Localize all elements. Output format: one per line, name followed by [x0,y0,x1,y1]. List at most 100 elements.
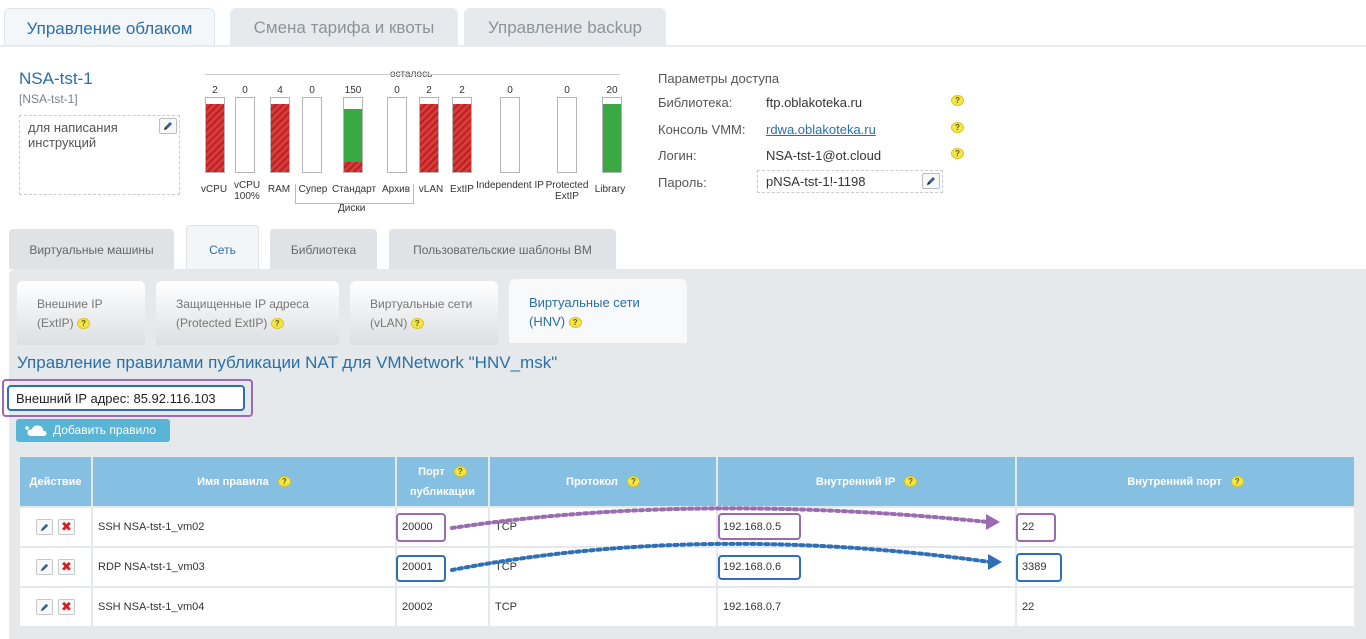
subtab-label: (ExtIP) [37,316,74,330]
library-value: ftp.oblakoteka.ru [766,95,863,110]
instructions-placeholder: для написания инструкций [28,120,118,150]
quota-value: 4 [277,85,283,96]
col-label: публикации [410,485,475,498]
edit-rule-button[interactable] [36,519,53,535]
table-header-row: Действие Имя правила ? Порт ? публикации… [20,457,1354,506]
help-icon[interactable]: ? [904,476,918,488]
pub-port-cell: 20002 [397,588,488,626]
cloud-add-icon [25,425,47,436]
help-icon[interactable]: ? [410,318,424,330]
rule-name-cell: SSH NSA-tst-1_vm04 [93,588,395,626]
quota-bar-fill [603,103,621,172]
edit-note-button[interactable] [159,118,177,134]
quota-value: 0 [242,85,248,96]
help-icon[interactable]: ? [270,318,284,330]
instructions-note[interactable]: для написания инструкций [19,115,180,195]
quota-bar-track [343,97,363,173]
quota-label: Independent IP [476,180,544,191]
arrow-path-blue [450,541,992,572]
login-label: Логин: [658,148,697,163]
quota-value: 0 [564,85,570,96]
col-internal-ip[interactable]: Внутренний IP ? [718,457,1015,506]
col-rule-name[interactable]: Имя правила ? [93,457,395,506]
tab-cloud-management[interactable]: Управление облаком [4,8,215,46]
quota-bar: 0 [302,85,322,173]
help-icon[interactable]: ? [951,148,964,159]
vmm-console-link[interactable]: rdwa.oblakoteka.ru [766,122,876,137]
quota-bar-track [500,97,520,173]
help-icon[interactable]: ? [951,122,964,133]
quota-bar-fill [453,103,471,172]
tab-tariff-quotas[interactable]: Смена тарифа и квоты [230,8,458,46]
external-ip-highlight [2,379,253,417]
nat-rules-table: Действие Имя правила ? Порт ? публикации… [18,455,1356,628]
quota-label: Архив [381,184,411,195]
tab-virtual-machines[interactable]: Виртуальные машины [9,229,174,269]
tab-network[interactable]: Сеть [186,225,259,270]
add-rule-label: Добавить правило [53,423,157,437]
pencil-icon [40,563,49,572]
quota-bar: 150 [343,85,363,173]
quota-bar: 2 [205,85,225,173]
tab-library[interactable]: Библиотека [270,229,377,269]
tab-backup-management[interactable]: Управление backup [464,8,666,46]
rule-name-cell: RDP NSA-tst-1_vm03 [93,548,395,586]
password-field[interactable]: pNSA-tst-1!-1198 [757,170,943,193]
col-label: Имя правила [197,475,269,488]
help-icon[interactable]: ? [453,466,467,478]
col-label: Внутренний IP [815,475,896,488]
help-icon[interactable]: ? [568,317,582,329]
edit-rule-button[interactable] [36,559,53,575]
row-actions: ✖ [20,548,91,586]
quota-bar-fill [206,103,224,172]
quota-label: vLAN [418,184,444,195]
nat-rules-title: Управление правилами публикации NAT для … [17,353,558,372]
help-icon[interactable]: ? [77,318,91,330]
quota-value: 0 [309,85,315,96]
delete-rule-button[interactable]: ✖ [58,559,75,575]
vmm-console-label: Консоль VMM: [658,122,746,137]
edit-password-button[interactable] [922,173,940,189]
internal-port-cell: 22 [1017,588,1354,626]
subtab-label: (HNV) [529,314,566,329]
subtab-vlan[interactable]: Виртуальные сети (vLAN) ? [350,281,498,345]
edit-rule-button[interactable] [36,599,53,615]
quota-bar: 0 [387,85,407,173]
col-protocol[interactable]: Протокол ? [490,457,716,506]
help-icon[interactable]: ? [951,95,964,106]
close-icon: ✖ [61,559,72,574]
help-icon[interactable]: ? [1230,476,1244,488]
quota-bar-track [452,97,472,173]
vm-title: NSA-tst-1 [19,69,93,88]
port-highlight-purple [396,513,446,542]
quota-value: 2 [459,85,465,96]
subtab-extip[interactable]: Внешние IP (ExtIP) ? [17,281,145,345]
subtab-protected-extip[interactable]: Защищенные IP адреса (Protected ExtIP) ? [156,281,339,345]
add-rule-button[interactable]: Добавить правило [16,419,170,442]
arrow-path-purple [450,506,990,530]
delete-rule-button[interactable]: ✖ [58,599,75,615]
quota-bar: 0 [557,85,577,173]
col-internal-port[interactable]: Внутренний порт ? [1017,457,1354,506]
mapping-arrows [450,506,1002,572]
subtab-label: Защищенные IP адреса [176,297,309,311]
tab-user-templates[interactable]: Пользовательские шаблоны ВМ [389,229,616,269]
access-params-title: Параметры доступа [658,71,780,86]
quota-bar-fill [344,109,362,172]
help-icon[interactable]: ? [626,476,640,488]
quota-bar-track [270,97,290,173]
int-port-highlight-purple [1016,513,1056,542]
close-icon: ✖ [61,519,72,534]
quota-bar-used [344,161,362,172]
quota-bar: 0 [500,85,520,173]
delete-rule-button[interactable]: ✖ [58,519,75,535]
quota-label: Супер [298,184,328,195]
quota-bar: 2 [452,85,472,173]
subtab-hnv[interactable]: Виртуальные сети (HNV) ? [509,279,687,343]
col-pub-port[interactable]: Порт ? публикации [397,457,488,506]
quota-label: Library [594,184,626,195]
login-value: NSA-tst-1@ot.cloud [766,148,882,163]
quota-value: 0 [507,85,513,96]
help-icon[interactable]: ? [277,476,291,488]
quota-bar-track [557,97,577,173]
